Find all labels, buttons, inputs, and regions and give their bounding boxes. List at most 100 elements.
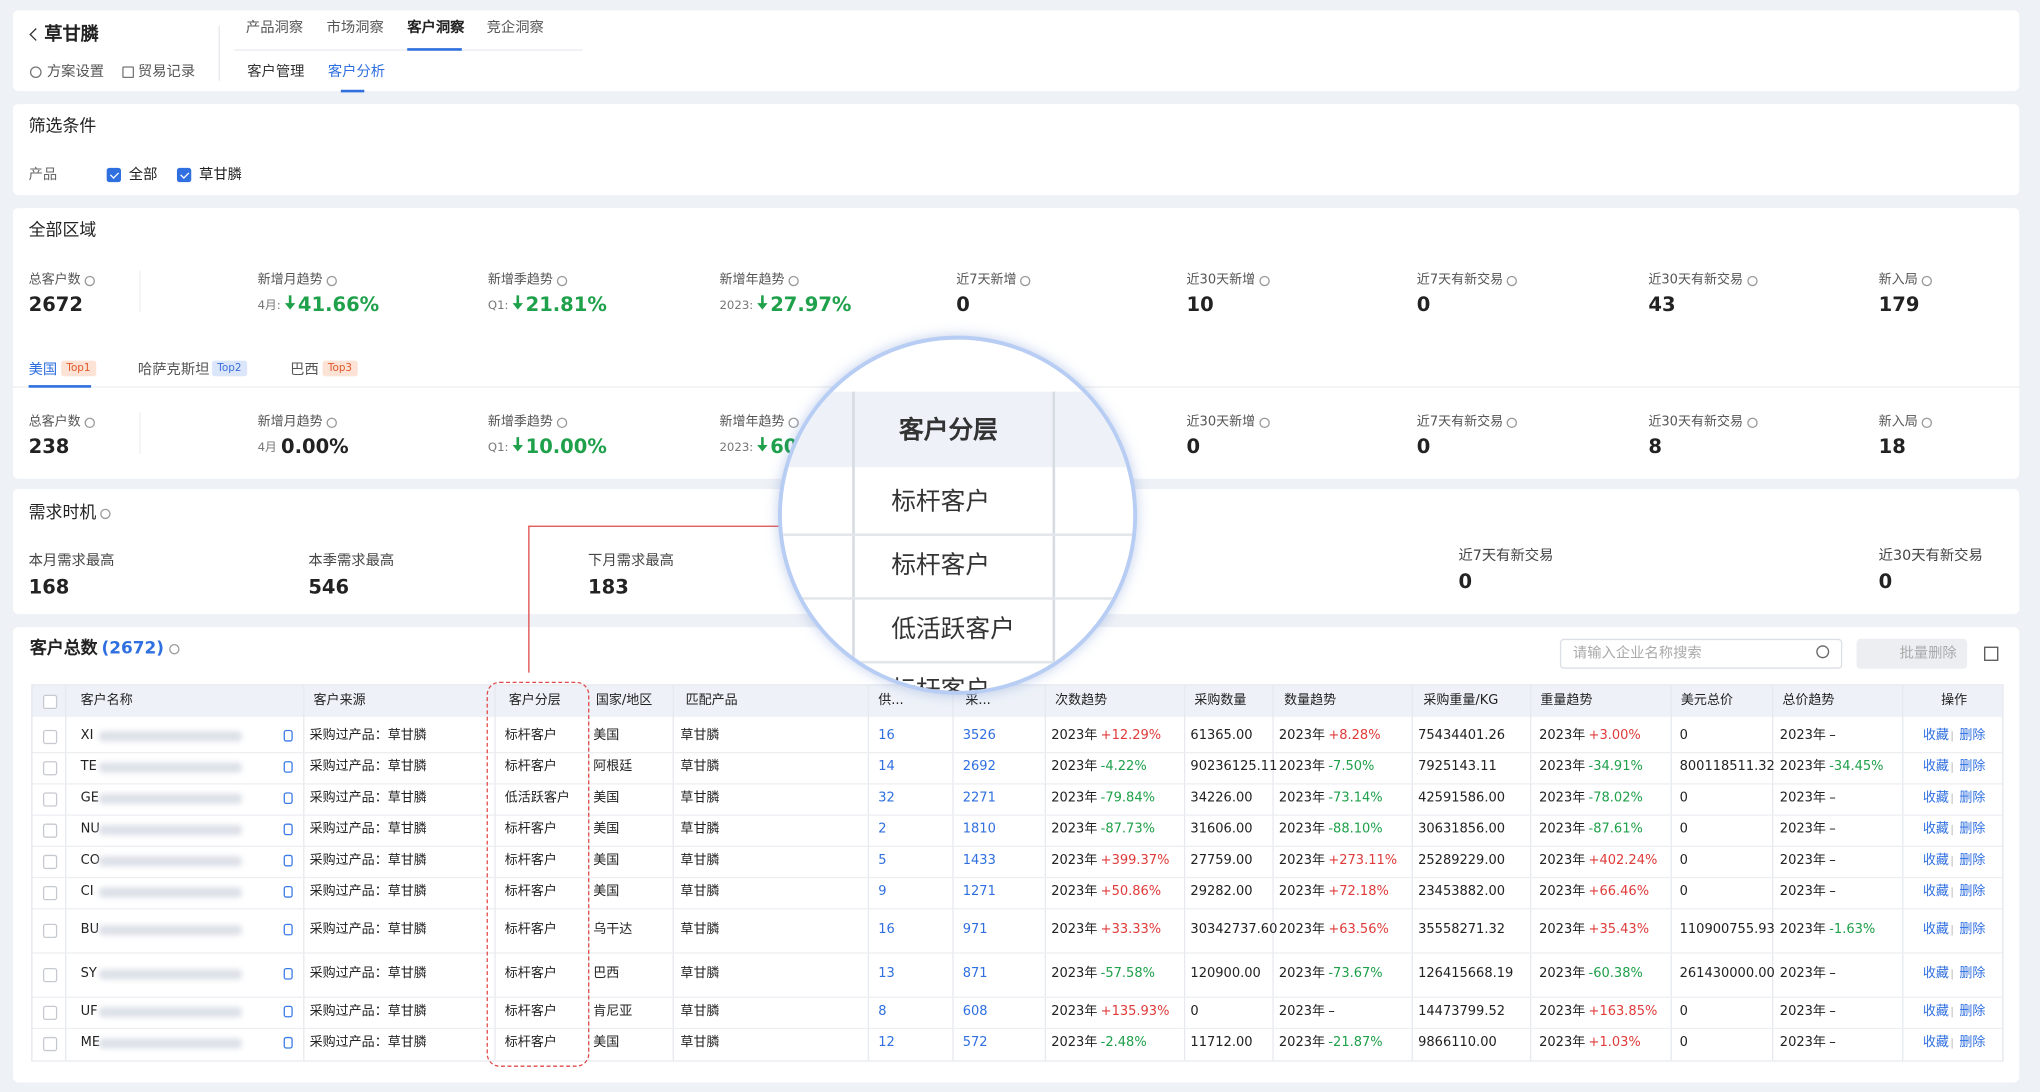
cell-link[interactable]: 16 bbox=[878, 922, 895, 937]
filter-option[interactable]: 草甘膦 bbox=[199, 165, 242, 183]
cell-link[interactable]: 16 bbox=[878, 728, 895, 743]
cell-link[interactable]: 2692 bbox=[962, 759, 996, 775]
header-checkbox[interactable] bbox=[42, 694, 58, 710]
cell-link[interactable]: 12 bbox=[878, 1035, 895, 1050]
customer-name[interactable]: TE bbox=[80, 759, 97, 775]
action-link[interactable]: 删除 bbox=[1959, 853, 1986, 868]
action-link[interactable]: 收藏 bbox=[1922, 853, 1949, 868]
copy-icon[interactable] bbox=[283, 885, 293, 898]
action-link[interactable]: 删除 bbox=[1959, 966, 1986, 981]
copy-icon[interactable] bbox=[283, 761, 293, 773]
cell-link[interactable]: 9 bbox=[878, 884, 887, 900]
row-checkbox[interactable] bbox=[42, 761, 58, 776]
action-separator bbox=[1951, 1038, 1953, 1049]
copy-icon[interactable] bbox=[283, 854, 293, 867]
search-box[interactable] bbox=[1559, 638, 1843, 669]
nav-tab[interactable]: 市场洞察 bbox=[326, 18, 384, 36]
cell-link[interactable]: 2 bbox=[878, 822, 887, 837]
sub-tab[interactable]: 客户管理 bbox=[247, 62, 305, 80]
customer-name[interactable]: CO bbox=[80, 853, 100, 868]
action-link[interactable]: 删除 bbox=[1959, 1035, 1986, 1050]
sub-tab[interactable]: 客户分析 bbox=[327, 62, 386, 80]
row-checkbox[interactable] bbox=[42, 792, 58, 807]
cell-link[interactable]: 1433 bbox=[962, 853, 996, 868]
row-checkbox[interactable] bbox=[42, 729, 58, 745]
copy-icon[interactable] bbox=[283, 1005, 293, 1018]
cell-link[interactable]: 8 bbox=[878, 1004, 887, 1019]
cell-link[interactable]: 13 bbox=[878, 966, 895, 981]
action-link[interactable]: 收藏 bbox=[1922, 966, 1949, 981]
trend-value: -21.87% bbox=[1328, 1035, 1383, 1050]
info-icon bbox=[84, 417, 95, 429]
row-checkbox[interactable] bbox=[42, 1036, 58, 1052]
nav-tab[interactable]: 竞企洞察 bbox=[486, 18, 544, 36]
batch-delete-button[interactable] bbox=[1856, 638, 1968, 669]
action-link[interactable]: 删除 bbox=[1959, 884, 1986, 900]
customer-name[interactable]: UF bbox=[80, 1004, 98, 1019]
cell-link[interactable]: 5 bbox=[878, 853, 887, 868]
customer-name[interactable]: CI bbox=[80, 884, 94, 900]
action-link[interactable]: 删除 bbox=[1959, 822, 1986, 837]
cell-link[interactable]: 608 bbox=[962, 1004, 988, 1019]
customer-name[interactable]: XI bbox=[80, 728, 94, 743]
row-checkbox[interactable] bbox=[42, 854, 58, 870]
batch-delete-label[interactable]: 批量删除 bbox=[1899, 644, 1957, 662]
trend-value: +33.33% bbox=[1100, 922, 1162, 937]
cell-link[interactable]: 971 bbox=[962, 922, 988, 937]
customer-name[interactable]: GE bbox=[80, 791, 99, 806]
row-checkbox[interactable] bbox=[42, 885, 58, 901]
customer-name[interactable]: NU bbox=[80, 822, 100, 837]
cell-link[interactable]: 1271 bbox=[962, 884, 996, 900]
filter-option[interactable]: 全部 bbox=[128, 165, 158, 183]
copy-icon[interactable] bbox=[283, 923, 293, 936]
row-checkbox[interactable] bbox=[42, 923, 58, 939]
country-tab[interactable]: 巴西 bbox=[290, 360, 319, 378]
action-link[interactable]: 收藏 bbox=[1922, 884, 1949, 900]
action-link[interactable]: 收藏 bbox=[1922, 759, 1949, 775]
copy-icon[interactable] bbox=[283, 729, 293, 742]
trend-value: -88.10% bbox=[1328, 822, 1383, 837]
trend-year: 2023年 bbox=[1051, 1004, 1098, 1019]
row-checkbox[interactable] bbox=[42, 1005, 58, 1020]
row-checkbox[interactable] bbox=[42, 967, 58, 983]
action-link[interactable]: 收藏 bbox=[1922, 1035, 1949, 1050]
customer-name[interactable]: SY bbox=[80, 966, 97, 981]
action-link[interactable]: 删除 bbox=[1959, 728, 1986, 743]
action-link[interactable]: 删除 bbox=[1959, 791, 1986, 806]
nav-tab[interactable]: 客户洞察 bbox=[407, 18, 465, 36]
action-link[interactable]: 收藏 bbox=[1922, 922, 1949, 937]
action-link[interactable]: 收藏 bbox=[1922, 791, 1949, 806]
cell-link[interactable]: 572 bbox=[962, 1035, 988, 1050]
nav-tab[interactable]: 产品洞察 bbox=[245, 18, 304, 36]
action-link[interactable]: 删除 bbox=[1959, 759, 1986, 775]
action-link[interactable]: 删除 bbox=[1959, 922, 1986, 937]
row-divider bbox=[32, 996, 2003, 998]
cell-link[interactable]: 32 bbox=[878, 791, 895, 806]
search-placeholder[interactable]: 请输入企业名称搜索 bbox=[1572, 644, 1702, 662]
copy-icon[interactable] bbox=[283, 1036, 293, 1049]
customer-name[interactable]: ME bbox=[80, 1035, 101, 1050]
copy-icon[interactable] bbox=[283, 823, 293, 836]
customer-name[interactable]: BU bbox=[80, 922, 100, 937]
header-link[interactable]: 贸易记录 bbox=[137, 62, 196, 80]
cell-link[interactable]: 871 bbox=[962, 966, 988, 981]
cell-link[interactable]: 2271 bbox=[962, 791, 996, 806]
action-link[interactable]: 删除 bbox=[1959, 1004, 1986, 1019]
cell-link[interactable]: 1810 bbox=[962, 822, 996, 837]
copy-icon[interactable] bbox=[283, 967, 293, 980]
country-tab[interactable]: 哈萨克斯坦 bbox=[137, 360, 210, 378]
action-link[interactable]: 收藏 bbox=[1922, 728, 1949, 743]
action-link[interactable]: 收藏 bbox=[1922, 822, 1949, 837]
action-link[interactable]: 收藏 bbox=[1922, 1004, 1949, 1019]
checkbox[interactable] bbox=[106, 167, 121, 183]
header-link[interactable]: 方案设置 bbox=[46, 62, 105, 80]
row-checkbox[interactable] bbox=[42, 823, 58, 838]
country-tab[interactable]: 美国 bbox=[28, 360, 58, 378]
cell-link[interactable]: 3526 bbox=[962, 728, 996, 743]
filter-label: 产品 bbox=[28, 165, 58, 183]
cell-link[interactable]: 14 bbox=[878, 759, 895, 775]
checkbox[interactable] bbox=[176, 167, 192, 183]
copy-icon[interactable] bbox=[283, 792, 293, 805]
cell: 42591586.00 bbox=[1418, 791, 1506, 806]
expand-icon[interactable] bbox=[1984, 646, 1999, 661]
